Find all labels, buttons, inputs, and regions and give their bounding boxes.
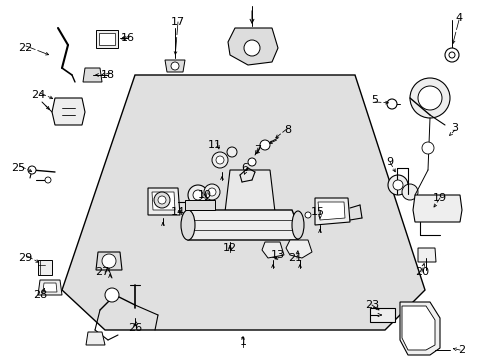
Text: 19: 19 — [432, 193, 446, 203]
Circle shape — [207, 188, 216, 196]
Circle shape — [193, 190, 203, 200]
Circle shape — [171, 62, 179, 70]
Ellipse shape — [181, 210, 195, 240]
Circle shape — [409, 78, 449, 118]
Text: 24: 24 — [31, 90, 45, 100]
Circle shape — [244, 40, 260, 56]
Polygon shape — [83, 68, 102, 82]
Circle shape — [260, 140, 269, 150]
Circle shape — [417, 86, 441, 110]
Polygon shape — [369, 308, 394, 322]
Text: 15: 15 — [310, 207, 325, 217]
Circle shape — [28, 166, 36, 174]
Circle shape — [105, 288, 119, 302]
Text: 10: 10 — [198, 190, 212, 200]
Circle shape — [102, 254, 116, 268]
Text: 7: 7 — [254, 145, 261, 155]
Polygon shape — [62, 75, 424, 330]
Polygon shape — [164, 60, 184, 72]
Text: 14: 14 — [171, 207, 184, 217]
Text: 17: 17 — [171, 17, 184, 27]
Text: 29: 29 — [18, 253, 32, 263]
Text: 6: 6 — [241, 163, 248, 173]
Text: 27: 27 — [95, 267, 109, 277]
Polygon shape — [99, 33, 115, 45]
Text: 12: 12 — [223, 243, 237, 253]
Circle shape — [154, 192, 170, 208]
Polygon shape — [52, 98, 85, 125]
Text: 4: 4 — [454, 13, 462, 23]
Circle shape — [387, 175, 407, 195]
Circle shape — [158, 196, 165, 204]
Polygon shape — [96, 252, 122, 270]
Circle shape — [247, 158, 256, 166]
Text: 18: 18 — [101, 70, 115, 80]
Polygon shape — [182, 210, 297, 240]
Ellipse shape — [291, 211, 304, 239]
Polygon shape — [401, 306, 434, 350]
Polygon shape — [262, 242, 284, 258]
Polygon shape — [224, 170, 274, 212]
Circle shape — [305, 212, 310, 218]
Circle shape — [45, 177, 51, 183]
Polygon shape — [317, 202, 345, 220]
Circle shape — [392, 180, 402, 190]
Circle shape — [226, 147, 237, 157]
Circle shape — [401, 184, 417, 200]
Text: 20: 20 — [414, 267, 428, 277]
Polygon shape — [412, 195, 461, 222]
Circle shape — [448, 52, 454, 58]
Circle shape — [444, 48, 458, 62]
Polygon shape — [148, 188, 180, 215]
Text: 26: 26 — [128, 323, 142, 333]
Text: 23: 23 — [364, 300, 378, 310]
Polygon shape — [96, 30, 118, 48]
Polygon shape — [285, 240, 311, 258]
Circle shape — [187, 185, 207, 205]
Text: 1: 1 — [239, 337, 246, 347]
Text: 25: 25 — [11, 163, 25, 173]
Text: 2: 2 — [458, 345, 465, 355]
Polygon shape — [227, 28, 278, 65]
Text: 8: 8 — [284, 125, 291, 135]
Text: 22: 22 — [18, 43, 32, 53]
Polygon shape — [38, 260, 52, 275]
Text: 5: 5 — [371, 95, 378, 105]
Polygon shape — [184, 200, 215, 210]
Text: 3: 3 — [450, 123, 458, 133]
Polygon shape — [43, 283, 57, 292]
Text: 13: 13 — [270, 250, 285, 260]
Text: 11: 11 — [207, 140, 222, 150]
Text: 28: 28 — [33, 290, 47, 300]
Circle shape — [212, 152, 227, 168]
Text: 9: 9 — [386, 157, 393, 167]
Polygon shape — [399, 302, 439, 355]
Circle shape — [421, 142, 433, 154]
Polygon shape — [86, 332, 105, 345]
Polygon shape — [314, 198, 349, 225]
Polygon shape — [417, 248, 435, 262]
Circle shape — [216, 156, 224, 164]
Polygon shape — [38, 280, 62, 295]
Circle shape — [203, 184, 220, 200]
Polygon shape — [152, 192, 175, 210]
Circle shape — [386, 99, 396, 109]
Text: 21: 21 — [287, 253, 302, 263]
Text: 16: 16 — [121, 33, 135, 43]
